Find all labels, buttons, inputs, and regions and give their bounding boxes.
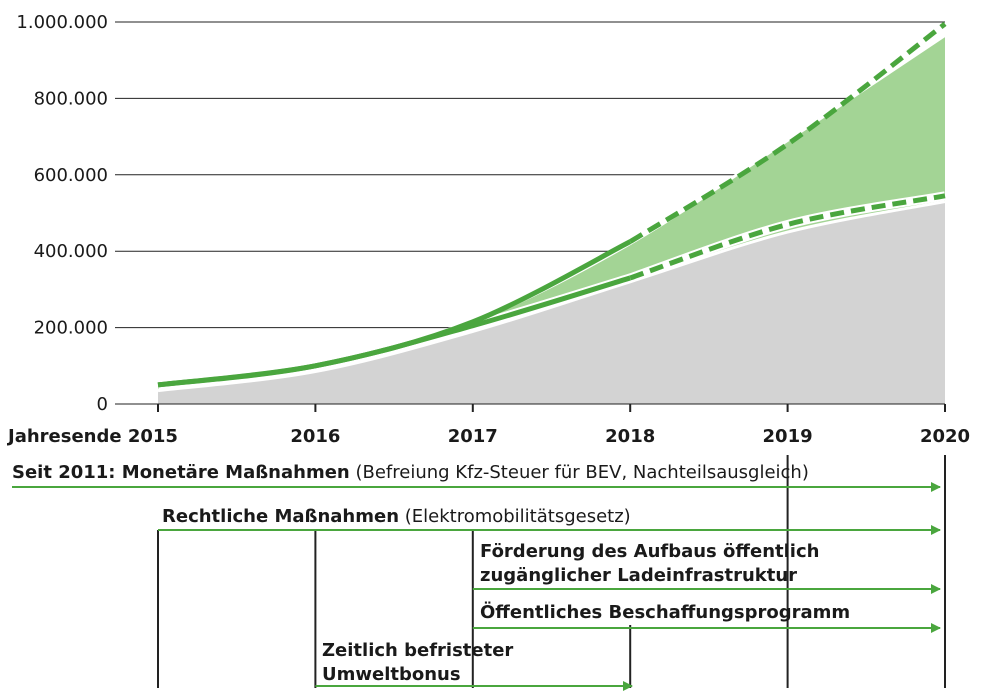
measure-label: Rechtliche Maßnahmen (Elektromobilitätsg…	[162, 506, 631, 527]
measure-title: Rechtliche Maßnahmen	[162, 506, 399, 527]
measure-label: Zeitlich befristeter	[322, 640, 513, 661]
y-tick-label: 200.000	[34, 318, 108, 339]
y-tick-label: 1.000.000	[16, 12, 108, 33]
x-tick-label: Jahresende 2015	[6, 426, 178, 447]
line	[157, 239, 632, 388]
line-outline	[628, 191, 946, 283]
area	[158, 201, 945, 404]
measure-label: Seit 2011: Monetäre Maßnahmen (Befreiung…	[12, 462, 809, 483]
y-tick-label: 800.000	[34, 88, 108, 109]
y-tick-label: 400.000	[34, 241, 108, 262]
y-tick-label: 0	[97, 394, 108, 415]
x-tick-label: 2020	[920, 426, 970, 447]
measure-label: Öffentliches Beschaffungsprogramm	[480, 601, 850, 623]
line	[628, 21, 947, 244]
measure-detail: (Elektromobilitätsgesetz)	[399, 506, 631, 527]
measure-title: Seit 2011: Monetäre Maßnahmen	[12, 462, 350, 483]
measure-label: Förderung des Aufbaus öffentlich	[480, 541, 819, 562]
measure-label: Umweltbonus	[322, 664, 461, 685]
y-tick-label: 600.000	[34, 165, 108, 186]
measure-label: zugänglicher Ladeinfrastruktur	[480, 565, 797, 586]
measure-detail: (Befreiung Kfz-Steuer für BEV, Nachteils…	[350, 462, 809, 483]
x-tick-label: 2017	[448, 426, 498, 447]
x-tick-label: 2019	[763, 426, 813, 447]
x-tick-label: 2018	[605, 426, 655, 447]
area-edge	[157, 200, 946, 393]
x-tick-label: 2016	[290, 426, 340, 447]
